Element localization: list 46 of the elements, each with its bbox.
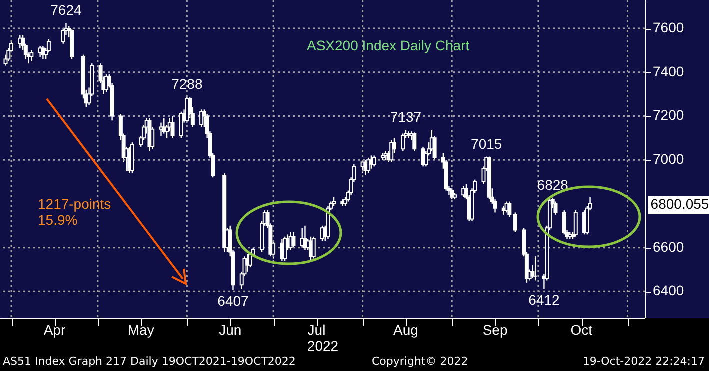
x-tick-label: Jul — [308, 322, 326, 338]
y-tick-label: 7200 — [653, 107, 684, 124]
x-tick-label: Apr — [44, 322, 66, 338]
candlestick — [508, 201, 512, 218]
candlestick — [390, 140, 394, 163]
text: 19-Oct-2022 22:24:17 — [582, 355, 705, 368]
candlestick — [366, 157, 371, 174]
candlestick — [513, 212, 518, 234]
text: ASX200 Index Daily Chart — [307, 37, 470, 54]
x-tick-label: Aug — [394, 322, 418, 338]
candlestick — [283, 236, 288, 262]
x-tick-label: Sep — [482, 322, 508, 338]
candlestick — [412, 132, 417, 152]
candlestick — [574, 210, 578, 238]
candlestick — [41, 45, 46, 60]
x-tick-label: May — [128, 322, 154, 338]
candlestick — [292, 232, 296, 248]
annotation: 7137 — [390, 109, 422, 126]
annotation: 1217-points — [38, 196, 112, 212]
candlestick — [170, 116, 175, 139]
x-tick-label: Jun — [219, 322, 242, 338]
annotation: 6828 — [537, 176, 569, 193]
candlestick — [372, 155, 376, 168]
annotation: 7015 — [471, 136, 502, 152]
candlestick — [401, 133, 406, 152]
text: 6800.055 — [650, 196, 709, 212]
x-tick-label: Oct — [570, 322, 593, 338]
candlestick — [450, 188, 454, 200]
annotation: 15.9% — [38, 212, 78, 228]
y-tick-label: 6600 — [653, 238, 684, 255]
candlestick — [200, 109, 204, 128]
annotation: 7288 — [172, 76, 203, 92]
candlestick — [312, 236, 316, 260]
annotation: 6412 — [528, 292, 560, 308]
text: AS51 Index Graph 217 Daily 19OCT2021-19OCT2022 — [3, 355, 296, 368]
text: Copyright© 2022 — [372, 355, 468, 368]
y-tick-label: 7000 — [653, 151, 684, 168]
y-tick-label: 6400 — [653, 282, 684, 299]
annotation: 6407 — [218, 293, 250, 310]
y-tick-label: 7400 — [653, 63, 684, 80]
candlestick — [248, 252, 253, 268]
candlestick — [562, 210, 566, 236]
y-tick-label: 7600 — [653, 20, 684, 36]
annotation: 7624 — [50, 2, 82, 18]
x-axis-title: 2022 — [307, 338, 339, 354]
candlestick — [179, 111, 184, 139]
